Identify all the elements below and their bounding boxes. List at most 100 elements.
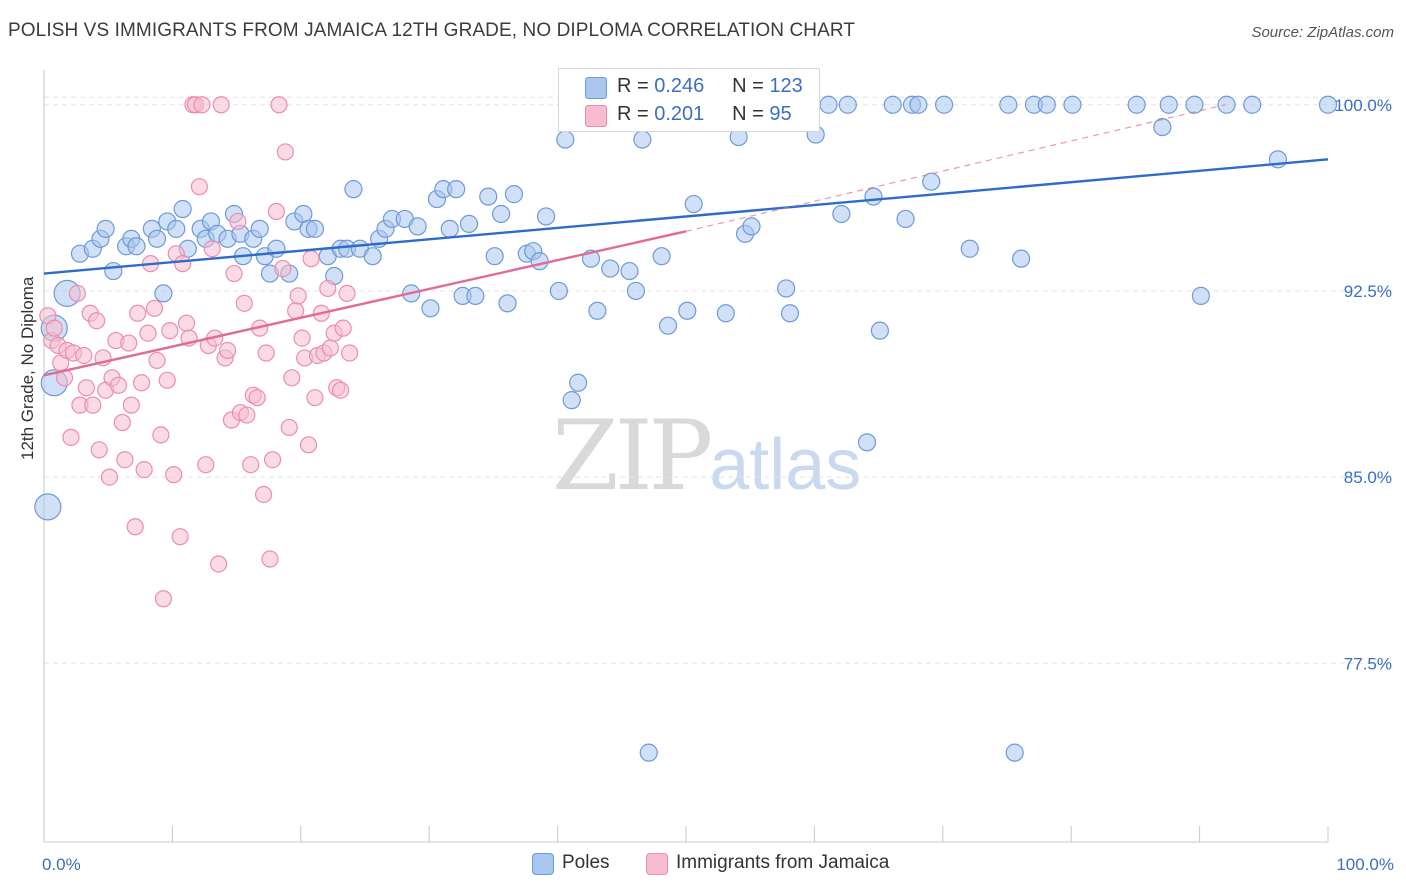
jamaica-point: [165, 466, 183, 484]
poles-point: [154, 284, 173, 303]
poles-point: [588, 301, 607, 320]
poles-point: [1318, 95, 1338, 114]
r-label: R =: [617, 103, 649, 125]
poles-point: [267, 239, 286, 258]
jamaica-swatch: [646, 853, 668, 875]
jamaica-point: [113, 413, 131, 432]
poles-point: [909, 95, 928, 114]
jamaica-point: [132, 374, 151, 392]
poles-point: [999, 95, 1018, 114]
poles-point: [530, 252, 549, 271]
legend-row-text: R = 0.246 N = 123: [617, 75, 803, 98]
legend-series: Poles Immigrants from Jamaica: [0, 852, 1406, 878]
poles-point: [922, 172, 941, 191]
watermark: ZIPatlas: [552, 400, 861, 512]
jamaica-point: [161, 322, 179, 340]
jamaica-point: [203, 240, 221, 258]
jamaica-point: [177, 314, 196, 332]
jamaica-point: [145, 299, 164, 317]
jamaica-point: [190, 178, 208, 196]
poles-point: [173, 199, 192, 219]
poles-point: [504, 185, 524, 204]
poles-point: [440, 219, 459, 238]
poles-point: [556, 130, 575, 149]
jamaica-point: [319, 279, 337, 298]
poles-point: [870, 321, 889, 340]
jamaica-point: [289, 287, 307, 305]
jamaica-point: [276, 143, 294, 161]
jamaica-point: [257, 344, 275, 362]
source-note: Source: ZipAtlas.com: [1251, 24, 1394, 41]
jamaica-point: [263, 451, 282, 469]
jamaica-point: [210, 555, 228, 573]
poles-point: [1012, 249, 1031, 268]
poles-point: [34, 493, 62, 521]
jamaica-point: [248, 389, 266, 407]
poles-point: [742, 217, 761, 236]
poles-point: [104, 261, 123, 281]
n-label: N =: [732, 103, 764, 125]
poles-point: [883, 95, 902, 114]
poles-point: [479, 187, 498, 206]
jamaica-point: [68, 284, 86, 303]
jamaica-swatch: [585, 105, 607, 127]
poles-point: [1191, 286, 1210, 305]
poles-point: [485, 247, 504, 266]
jamaica-point: [135, 461, 153, 479]
jamaica-point: [212, 96, 230, 114]
legend-row-text: R = 0.201 N = 95: [617, 103, 792, 126]
jamaica-point: [84, 396, 102, 414]
poles-point: [1063, 95, 1082, 114]
poles-point: [678, 301, 697, 320]
poles-point: [147, 229, 167, 248]
jamaica-point: [129, 304, 147, 322]
poles-point: [492, 204, 511, 224]
poles-swatch: [585, 77, 607, 99]
poles-point: [363, 247, 382, 266]
jamaica-point: [158, 371, 176, 389]
poles-point: [1243, 95, 1262, 114]
jamaica-point: [116, 451, 134, 469]
jamaica-point: [225, 264, 243, 283]
jamaica-point: [334, 319, 352, 337]
poles-point: [466, 286, 485, 305]
jamaica-point: [340, 344, 359, 362]
jamaica-point: [306, 389, 324, 407]
poles-point: [864, 187, 883, 206]
poles-point: [536, 207, 556, 226]
jamaica-point: [197, 456, 215, 474]
poles-point: [777, 279, 796, 298]
jamaica-point: [302, 250, 320, 268]
n-value: 95: [769, 103, 792, 125]
jamaica-point: [338, 284, 356, 303]
poles-point: [344, 180, 363, 199]
jamaica-point: [126, 518, 144, 536]
poles-point: [498, 294, 517, 313]
jamaica-point: [283, 369, 301, 387]
jamaica-point: [229, 212, 247, 231]
watermark-zip: ZIP: [552, 400, 713, 512]
poles-point: [1127, 95, 1146, 114]
legend-stats: R = 0.246 N = 123 R = 0.201 N = 95: [558, 68, 820, 132]
r-label: R =: [617, 75, 649, 97]
poles-point: [652, 247, 671, 266]
jamaica-point: [193, 96, 211, 114]
jamaica-point: [45, 319, 63, 337]
r-value: 0.201: [654, 103, 705, 125]
poles-point: [819, 95, 838, 114]
jamaica-point: [154, 590, 173, 608]
poles-point: [633, 130, 652, 149]
jamaica-point: [274, 259, 292, 278]
jamaica-point: [261, 550, 279, 568]
y-tick-label: 100.0%: [1334, 96, 1392, 115]
poles-point: [250, 219, 269, 238]
poles-point: [780, 304, 800, 323]
poles-point: [1185, 95, 1204, 114]
r-value: 0.246: [654, 75, 705, 97]
poles-point: [1037, 95, 1056, 114]
y-tick-label: 77.5%: [1344, 654, 1392, 673]
poles-point: [1153, 117, 1172, 137]
jamaica-point: [219, 341, 237, 360]
legend-label: Immigrants from Jamaica: [676, 852, 890, 873]
jamaica-point: [287, 302, 305, 320]
